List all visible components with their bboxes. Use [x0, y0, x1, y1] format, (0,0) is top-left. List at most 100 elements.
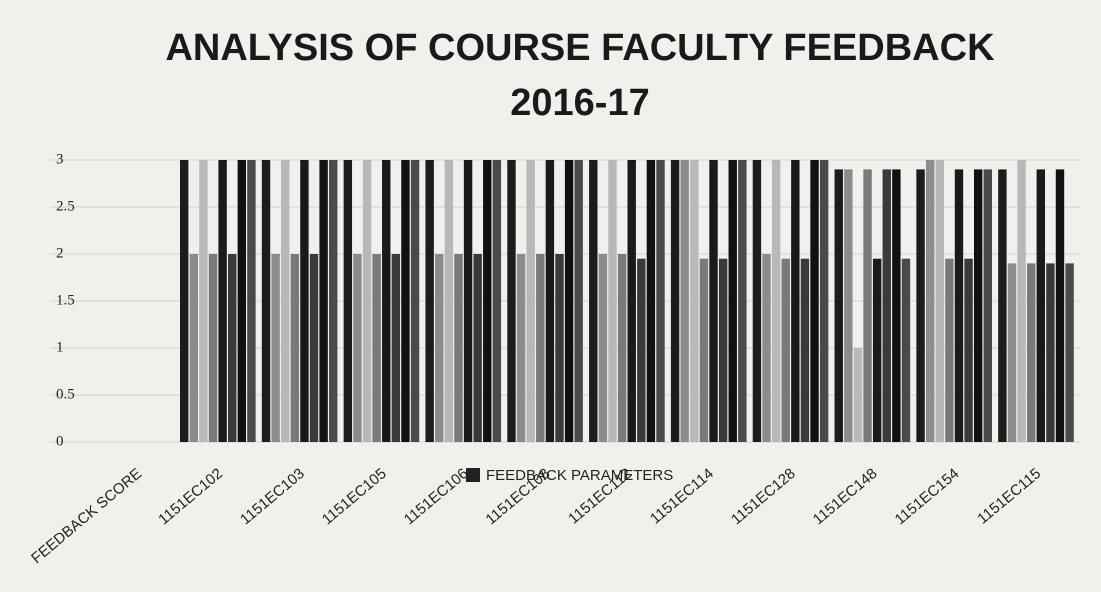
bar: [791, 160, 800, 442]
y-tick-label: 2: [56, 245, 64, 261]
bar: [463, 160, 473, 442]
chart-title: ANALYSIS OF COURSE FACULTY FEEDBACK: [165, 27, 995, 69]
bar: [699, 258, 709, 442]
y-tick-label: 2.5: [56, 198, 75, 214]
bar: [810, 160, 819, 442]
bar: [1065, 263, 1074, 442]
bar: [901, 258, 911, 442]
bar: [617, 254, 627, 442]
y-tick-label: 3: [56, 151, 64, 167]
bar: [290, 254, 300, 442]
y-tick-label: 0: [56, 433, 64, 449]
bar: [526, 160, 535, 442]
bar: [391, 254, 401, 442]
y-tick-label: 0.5: [56, 386, 75, 402]
bar: [771, 160, 781, 442]
bar: [608, 160, 617, 442]
bar: [589, 160, 598, 442]
bar: [343, 160, 353, 442]
bar: [844, 169, 853, 442]
bar: [752, 160, 762, 442]
bar: [819, 160, 829, 442]
bar: [536, 254, 545, 442]
bar: [800, 258, 810, 442]
bar: [1017, 160, 1026, 442]
bar: [690, 160, 699, 442]
bar: [954, 169, 964, 442]
bar: [598, 254, 608, 442]
bar: [863, 169, 872, 442]
bar: [454, 254, 463, 442]
bar: [762, 254, 771, 442]
bar: [473, 254, 482, 442]
bar: [199, 160, 208, 442]
bar: [237, 160, 247, 442]
bar: [362, 160, 372, 442]
bar: [208, 254, 218, 442]
bar: [892, 169, 901, 442]
bar: [435, 254, 444, 442]
bar: [983, 169, 992, 442]
bar: [1046, 263, 1055, 442]
bar: [483, 160, 492, 442]
bar: [574, 160, 583, 442]
bar: [935, 160, 944, 442]
bar: [656, 160, 665, 442]
bar: [189, 254, 199, 442]
bar: [853, 348, 863, 442]
bar: [670, 160, 680, 442]
bar: [964, 258, 973, 442]
bar: [353, 254, 362, 442]
bar: [218, 160, 227, 442]
bar: [555, 254, 564, 442]
bar: [261, 160, 271, 442]
bar: [680, 160, 689, 442]
bar: [718, 258, 728, 442]
bar: [309, 254, 319, 442]
bar: [916, 169, 925, 442]
bar: [564, 160, 574, 442]
bar: [545, 160, 555, 442]
bar: [372, 254, 381, 442]
bar: [329, 160, 338, 442]
bar: [516, 254, 526, 442]
bar: [507, 160, 516, 442]
bar: [728, 160, 737, 442]
bar: [247, 160, 256, 442]
legend-swatch: [466, 468, 480, 482]
bar: [300, 160, 309, 442]
bar: [281, 160, 290, 442]
bar: [1036, 169, 1045, 442]
bar: [382, 160, 391, 442]
bar: [882, 169, 891, 442]
bar: [973, 169, 983, 442]
y-tick-label: 1: [56, 339, 64, 355]
bar: [945, 258, 954, 442]
bar: [834, 169, 843, 442]
y-tick-label: 1.5: [56, 292, 75, 308]
bar: [925, 160, 935, 442]
bar: [627, 160, 636, 442]
bar: [401, 160, 410, 442]
bar: [1007, 263, 1017, 442]
bar: [738, 160, 747, 442]
bar: [492, 160, 502, 442]
bar: [709, 160, 718, 442]
bar: [228, 254, 237, 442]
bar: [444, 160, 454, 442]
bar: [646, 160, 656, 442]
bar: [998, 169, 1007, 442]
chart-subtitle: 2016-17: [510, 82, 649, 124]
bar: [425, 160, 434, 442]
bar: [319, 160, 328, 442]
bar: [271, 254, 280, 442]
bar: [1026, 263, 1036, 442]
bar: [180, 160, 189, 442]
bar: [872, 258, 882, 442]
bar: [1055, 169, 1065, 442]
legend-label: FEEDBACK PARAMETERS: [486, 467, 673, 484]
bar: [410, 160, 420, 442]
bar: [637, 258, 646, 442]
bar: [781, 258, 790, 442]
